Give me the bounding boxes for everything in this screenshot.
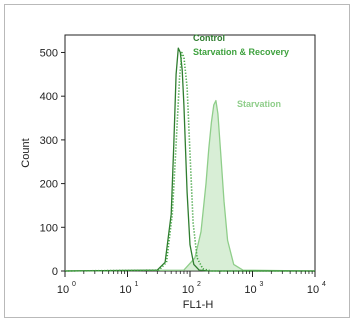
- x-tick-label: 10: [119, 284, 131, 296]
- y-tick-label: 200: [40, 179, 58, 191]
- series-label: Starvation & Recovery: [193, 47, 289, 57]
- x-tick-exponent: 4: [322, 281, 326, 288]
- x-tick-exponent: 0: [72, 281, 76, 288]
- y-tick-label: 400: [40, 91, 58, 103]
- x-tick-label: 10: [307, 284, 319, 296]
- y-tick-label: 300: [40, 135, 58, 147]
- series-line-starvation-recovery: [64, 51, 315, 272]
- series-line-starvation: [64, 99, 316, 272]
- series-label: Control: [193, 33, 225, 43]
- y-tick-label: 0: [52, 266, 58, 278]
- y-tick-label: 500: [40, 47, 58, 59]
- series-label: Starvation: [237, 99, 281, 109]
- y-tick-label: 100: [40, 222, 58, 234]
- x-tick-label: 10: [244, 284, 256, 296]
- chart-panel: 0 100 200 300 400 500 10 0 10 1 10 2 10 3 10 4 FL1-H Coun…: [4, 4, 350, 318]
- x-tick-exponent: 1: [135, 281, 139, 288]
- x-tick-exponent: 2: [197, 281, 201, 288]
- x-axis-title: FL1-H: [183, 299, 214, 311]
- x-tick-label: 10: [57, 284, 69, 296]
- x-tick-exponent: 3: [260, 281, 264, 288]
- y-axis-title: Count: [20, 138, 32, 167]
- x-tick-label: 10: [182, 284, 194, 296]
